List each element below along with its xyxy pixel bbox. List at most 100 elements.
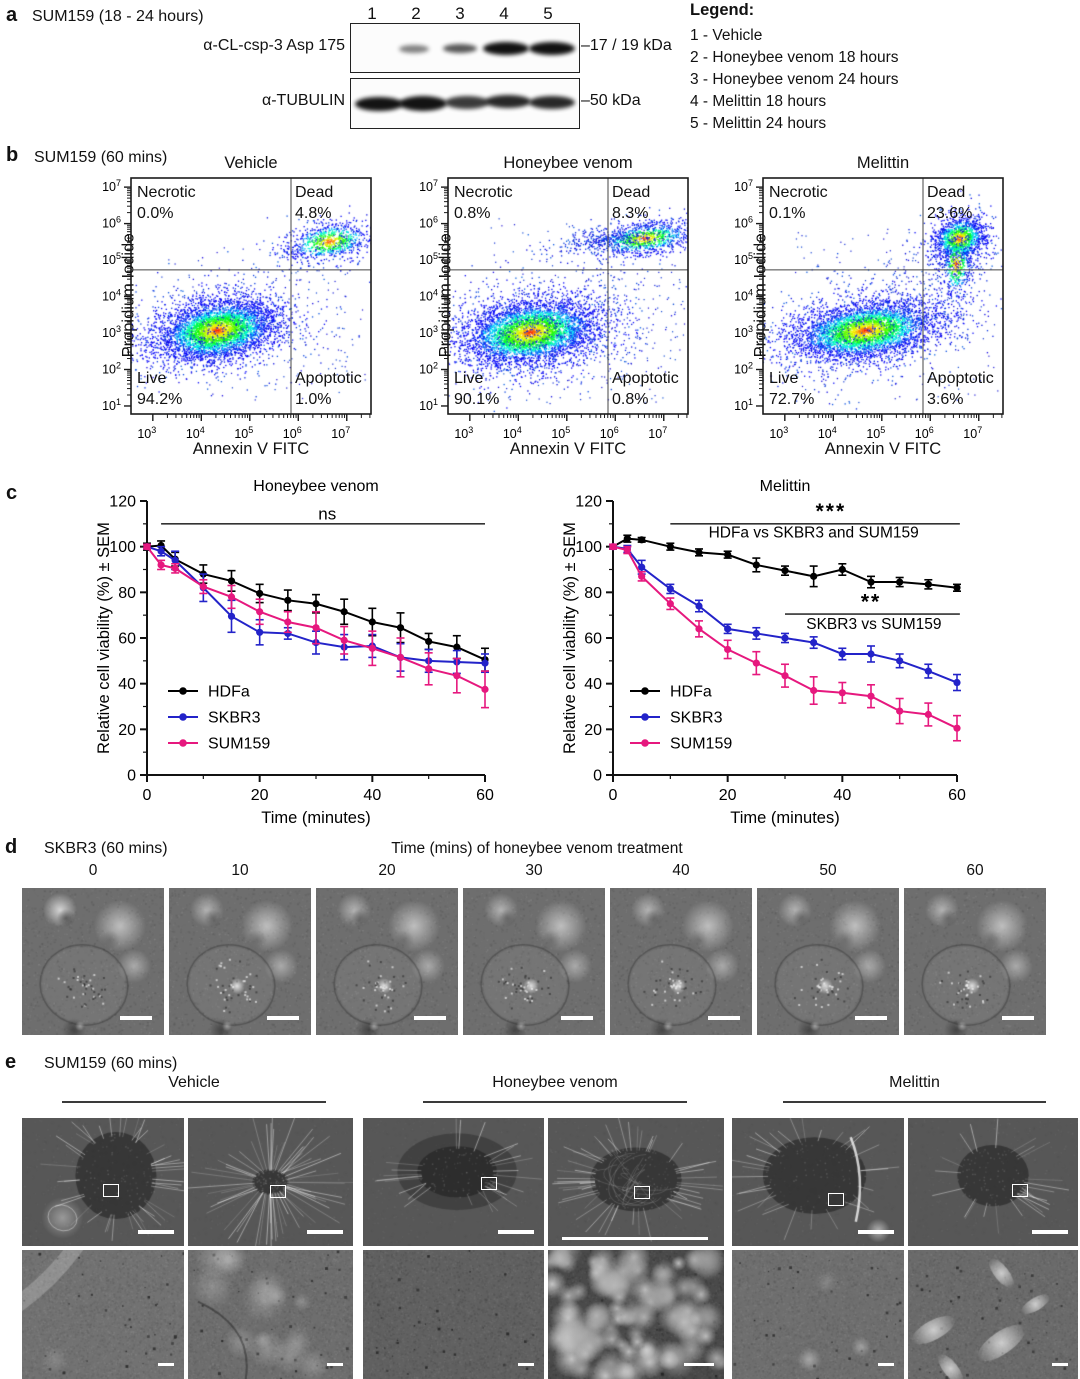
flow-plot-title: Honeybee venom xyxy=(503,154,633,172)
western-blot-cl-csp3 xyxy=(350,23,580,73)
panel-d-heading: Time (mins) of honeybee venom treatment xyxy=(391,840,683,857)
svg-text:107: 107 xyxy=(102,178,121,194)
group-underline xyxy=(783,1101,1046,1103)
svg-text:103: 103 xyxy=(137,425,156,441)
scale-bar xyxy=(267,1016,299,1020)
quadrant-percent: 0.8% xyxy=(612,391,649,408)
svg-text:104: 104 xyxy=(102,288,121,304)
sem-micrograph-canvas xyxy=(908,1250,1078,1379)
timepoint-label: 30 xyxy=(525,862,543,879)
scale-bar xyxy=(120,1016,152,1020)
svg-text:106: 106 xyxy=(600,425,619,441)
svg-text:HDFa: HDFa xyxy=(208,684,250,701)
group-underline xyxy=(62,1101,326,1103)
blot-band xyxy=(529,96,575,109)
flow-xlabel: Annexin V FITC xyxy=(509,440,627,458)
svg-text:SKBR3 vs SUM159: SKBR3 vs SUM159 xyxy=(806,616,941,633)
svg-text:SKBR3: SKBR3 xyxy=(670,710,723,727)
quadrant-percent: 94.2% xyxy=(137,391,183,408)
blot-legend-item-2: 2 - Honeybee venom 18 hours xyxy=(690,49,899,66)
inset-box-annotation xyxy=(634,1186,650,1199)
svg-text:107: 107 xyxy=(734,178,753,194)
svg-text:Melittin: Melittin xyxy=(760,478,811,495)
quadrant-name: Apoptotic xyxy=(612,370,679,387)
quadrant-name: Apoptotic xyxy=(927,370,994,387)
flow-plot-title: Vehicle xyxy=(224,154,278,172)
flow-xlabel: Annexin V FITC xyxy=(192,440,310,458)
blot-band xyxy=(485,95,531,108)
svg-text:102: 102 xyxy=(419,360,438,376)
dic-micrograph-canvas xyxy=(463,888,605,1035)
quadrant-label-dead: Dead 4.8% xyxy=(295,182,333,224)
timepoint-label: 20 xyxy=(378,862,396,879)
dic-micrograph-frame-0 xyxy=(22,888,164,1035)
quadrant-name: Dead xyxy=(295,184,334,201)
blot1-size-marker: –17 / 19 kDa xyxy=(581,37,672,54)
scale-bar xyxy=(307,1230,343,1234)
quadrant-name: Live xyxy=(137,370,167,387)
timepoint-label: 40 xyxy=(672,862,690,879)
panel-a-title: SUM159 (18 - 24 hours) xyxy=(32,8,204,25)
scale-bar xyxy=(561,1016,593,1020)
quadrant-name: Necrotic xyxy=(769,184,828,201)
viability-chart-honeybee-venom: 0 20 40 60 80 100 120 0 20 40 60 Honeybee venom Time… xyxy=(95,478,494,827)
quadrant-name: Dead xyxy=(612,184,651,201)
sem-cell-image-1 xyxy=(22,1118,184,1246)
scale-bar xyxy=(498,1230,534,1234)
quadrant-percent: 1.0% xyxy=(295,391,332,408)
svg-text:106: 106 xyxy=(283,425,302,441)
svg-text:103: 103 xyxy=(419,324,438,340)
scale-bar xyxy=(1032,1230,1068,1234)
dic-micrograph-frame-30 xyxy=(463,888,605,1035)
dic-micrograph-canvas xyxy=(169,888,311,1035)
blot-band xyxy=(399,96,447,111)
panel-a-letter: a xyxy=(6,4,18,26)
svg-text:105: 105 xyxy=(419,251,438,267)
svg-text:Time (minutes): Time (minutes) xyxy=(730,809,839,827)
blot-legend-item-4: 4 - Melittin 18 hours xyxy=(690,93,827,110)
timepoint-label: 50 xyxy=(819,862,837,879)
svg-text:103: 103 xyxy=(102,324,121,340)
svg-text:103: 103 xyxy=(454,425,473,441)
quadrant-percent: 0.0% xyxy=(137,205,174,222)
svg-text:105: 105 xyxy=(551,425,570,441)
sem-micrograph-canvas xyxy=(908,1118,1078,1246)
svg-text:40: 40 xyxy=(118,676,136,693)
blot-band xyxy=(483,42,529,55)
scale-bar xyxy=(1002,1016,1034,1020)
inset-box-annotation xyxy=(270,1185,286,1198)
dic-micrograph-canvas xyxy=(610,888,752,1035)
scale-bar xyxy=(684,1362,714,1366)
sem-micrograph-canvas xyxy=(22,1118,184,1246)
blot-band xyxy=(355,97,403,111)
panel-b-letter: b xyxy=(6,144,19,166)
svg-text:60: 60 xyxy=(476,787,494,804)
quadrant-label-live: Live 94.2% xyxy=(137,368,182,410)
svg-text:20: 20 xyxy=(251,787,269,804)
dic-micrograph-frame-40 xyxy=(610,888,752,1035)
sem-micrograph-canvas xyxy=(363,1250,544,1379)
scale-bar xyxy=(878,1362,894,1366)
flow-plot-title: Melittin xyxy=(856,154,910,172)
scale-bar xyxy=(138,1230,174,1234)
svg-text:102: 102 xyxy=(102,360,121,376)
svg-text:SKBR3: SKBR3 xyxy=(208,710,261,727)
svg-text:105: 105 xyxy=(234,425,253,441)
scale-bar xyxy=(855,1016,887,1020)
svg-text:104: 104 xyxy=(419,288,438,304)
quadrant-name: Apoptotic xyxy=(295,370,362,387)
blot-band xyxy=(399,45,429,53)
dic-micrograph-frame-50 xyxy=(757,888,899,1035)
panel-b-title: SUM159 (60 mins) xyxy=(34,149,168,166)
blot-legend-title: Legend: xyxy=(690,1,755,19)
blot-cl-csp3-label: α-CL-csp-3 Asp 175 xyxy=(203,37,345,54)
sem-micrograph-canvas xyxy=(188,1118,353,1246)
quadrant-label-dead: Dead 23.6% xyxy=(927,182,972,224)
quadrant-label-live: Live 90.1% xyxy=(454,368,499,410)
sem-micrograph-canvas xyxy=(732,1118,904,1246)
svg-text:101: 101 xyxy=(734,397,753,413)
svg-text:104: 104 xyxy=(186,425,205,441)
scale-bar xyxy=(327,1362,343,1366)
scale-bar xyxy=(708,1016,740,1020)
svg-text:60: 60 xyxy=(948,787,966,804)
